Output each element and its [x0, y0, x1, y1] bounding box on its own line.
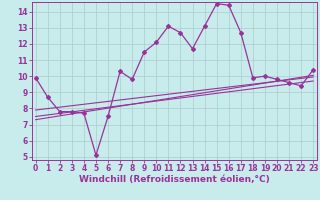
X-axis label: Windchill (Refroidissement éolien,°C): Windchill (Refroidissement éolien,°C)	[79, 175, 270, 184]
